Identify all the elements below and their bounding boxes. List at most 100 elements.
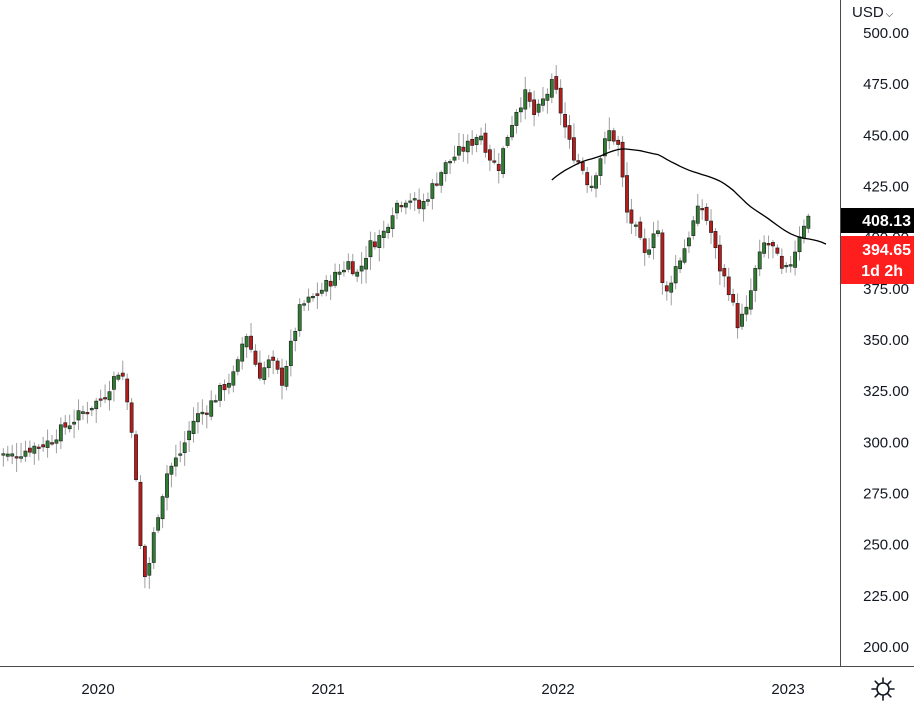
candle-up (633, 224, 638, 227)
gear-icon (871, 677, 895, 701)
candle-up (408, 200, 413, 203)
candle-up (107, 391, 112, 401)
ma-value-text: 408.13 (862, 213, 911, 230)
chevron-down-icon: ⌵ (885, 9, 894, 20)
candle-up (156, 517, 161, 531)
candle-down (717, 244, 722, 272)
candle-down (85, 412, 90, 415)
y-tick-label: 375.00 (863, 281, 909, 298)
currency-selector[interactable]: USD ⌵ (852, 2, 906, 24)
candle-down (638, 221, 643, 238)
candle-up (505, 137, 510, 146)
candle-down (771, 242, 775, 247)
candle-up (465, 140, 470, 153)
candle-up (762, 242, 767, 254)
x-axis-ticks: 2020 2021 2022 2023 (81, 681, 804, 698)
candle-up (302, 303, 307, 306)
y-tick-label: 225.00 (863, 588, 909, 605)
candle-up (381, 230, 386, 238)
candle-up (151, 532, 156, 563)
candle-down (726, 276, 731, 296)
candle-down (713, 231, 718, 249)
y-tick-label: 475.00 (863, 76, 909, 93)
candle-up (311, 296, 315, 299)
candle-down (722, 268, 727, 277)
candle-down (625, 175, 629, 213)
candle-down (496, 163, 501, 171)
x-tick-label: 2020 (81, 681, 114, 698)
candle-up (598, 158, 603, 176)
candle-up (748, 290, 753, 310)
candle-down (280, 367, 284, 386)
candle-up (443, 162, 448, 174)
candle-down (775, 247, 780, 254)
candle-down (98, 398, 103, 401)
candle-up (656, 230, 660, 234)
candle-up (541, 98, 545, 106)
candle-down (275, 360, 280, 370)
candle-up (196, 413, 200, 423)
candle-up (647, 249, 652, 255)
candle-down (41, 444, 46, 448)
candle-up (288, 340, 293, 366)
candle-up (324, 280, 329, 292)
candle-up (687, 237, 691, 247)
candle-up (76, 410, 81, 421)
candle-up (594, 175, 598, 189)
candle-up (231, 371, 236, 386)
candle-up (165, 473, 169, 498)
candle-up (395, 202, 399, 214)
candle-up (1, 453, 6, 456)
candle-down (36, 446, 41, 449)
candle-up (54, 439, 59, 444)
candle-up (386, 226, 391, 233)
candle-up (240, 343, 245, 362)
candle-down (700, 208, 705, 211)
candle-up (5, 453, 10, 457)
settings-button[interactable] (869, 675, 897, 703)
candle-up (474, 137, 479, 145)
candle-down (434, 183, 439, 186)
candle-up (510, 125, 514, 138)
candlestick-series (1, 65, 811, 589)
candle-up (784, 265, 789, 268)
candle-up (368, 240, 373, 258)
candle-up (262, 367, 267, 380)
candle-down (779, 255, 784, 269)
candle-down (27, 447, 32, 453)
candle-up (244, 336, 249, 348)
candle-up (421, 201, 426, 210)
candle-up (439, 172, 444, 186)
candle-up (589, 185, 594, 188)
ma-value-badge: 408.13 (841, 208, 914, 233)
candle-up (797, 236, 802, 253)
candle-down (461, 146, 466, 152)
candle-up (10, 453, 15, 457)
candle-up (32, 445, 37, 454)
candle-up (523, 89, 528, 110)
candle-up (452, 156, 457, 161)
candle-down (315, 293, 320, 296)
candle-up (390, 215, 395, 229)
y-tick-label: 275.00 (863, 486, 909, 503)
candle-down (50, 442, 54, 445)
candle-up (514, 111, 519, 126)
candle-down (620, 141, 625, 178)
candle-up (536, 103, 541, 113)
candle-up (806, 215, 811, 229)
candle-up (333, 271, 337, 286)
candle-up (67, 425, 72, 430)
candle-up (227, 382, 231, 388)
candle-up (284, 366, 289, 387)
candle-down (572, 137, 576, 161)
candle-up (359, 265, 364, 272)
candle-up (218, 385, 222, 401)
candle-up (266, 359, 271, 369)
candle-up (549, 79, 554, 98)
bar-countdown-text: 1d 2h (861, 263, 903, 280)
candle-down (704, 206, 709, 221)
candle-up (744, 306, 749, 315)
candle-up (147, 563, 152, 576)
candle-down (129, 402, 134, 433)
